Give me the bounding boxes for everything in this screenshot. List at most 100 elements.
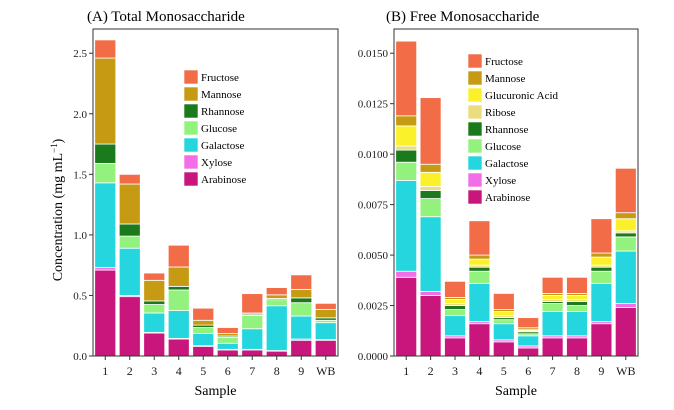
y-tick-label: 0.0025 bbox=[358, 301, 389, 313]
x-tick-label: 9 bbox=[598, 364, 604, 378]
panel-free-monosaccharide: 0.0000 0.0025 0.0050 0.0075 0.0100 0.0125 0.01… bbox=[358, 9, 639, 399]
y-tick-label: 0.0075 bbox=[358, 200, 389, 212]
y-tick-label: 0.0100 bbox=[358, 149, 389, 161]
bar-segment-mannose-2 bbox=[419, 163, 442, 173]
bar-segment-rhannose-9 bbox=[590, 266, 613, 272]
y-tick-label: 0.0050 bbox=[358, 250, 389, 262]
bar-segment-xylose-2 bbox=[419, 291, 442, 296]
bar-segment-glucose-7 bbox=[241, 315, 264, 330]
x-tick-label: 7 bbox=[550, 364, 556, 378]
bar-segment-arabinose-9 bbox=[590, 323, 613, 357]
legend-label-arabinose: Arabinose bbox=[201, 174, 246, 186]
bar-segment-arabinose-8 bbox=[265, 350, 288, 357]
legend-swatch-xylose bbox=[467, 172, 483, 188]
x-tick-label: 5 bbox=[200, 364, 206, 378]
bar-segment-galactose-1 bbox=[94, 182, 117, 268]
bar-segment-rhannose-wb bbox=[614, 232, 637, 238]
bar-segment-galactose-3 bbox=[143, 312, 166, 333]
legend-swatch-galactose bbox=[467, 155, 483, 171]
legend-label-fructose: Fructose bbox=[201, 72, 239, 84]
legend-label-xylose: Xylose bbox=[201, 157, 232, 169]
bar-segment-galactose-7 bbox=[241, 328, 264, 350]
bar-segment-fructose-8 bbox=[265, 287, 288, 296]
bar-segment-glucose-7 bbox=[541, 303, 564, 312]
bar-segment-glucuronic-acid-wb bbox=[614, 218, 637, 232]
bar-segment-rhannose-3 bbox=[143, 300, 166, 305]
bar-segment-rhannose-1 bbox=[395, 149, 418, 163]
bar-segment-mannose-1 bbox=[395, 115, 418, 127]
bar-segment-glucose-5 bbox=[192, 327, 215, 334]
bar-segment-glucuronic-acid-3 bbox=[444, 299, 466, 304]
legend-swatch-arabinose bbox=[183, 171, 199, 187]
panel-title: (A) Total Monosaccharide bbox=[87, 9, 245, 25]
x-tick-label: 3 bbox=[452, 364, 458, 378]
y-tick-label: 0.0 bbox=[73, 351, 87, 363]
bar-segment-fructose-9 bbox=[290, 274, 313, 290]
legend-label-galactose: Galactose bbox=[201, 140, 244, 152]
bar-segment-arabinose-3 bbox=[143, 332, 166, 357]
bar-segment-galactose-5 bbox=[492, 323, 515, 341]
legend-label-galactose: Galactose bbox=[485, 158, 528, 170]
y-tick-label: 0.5 bbox=[73, 290, 87, 302]
bar-segment-fructose-5 bbox=[192, 307, 215, 321]
bar-segment-arabinose-wb bbox=[314, 339, 337, 357]
x-tick-label: 8 bbox=[274, 364, 280, 378]
bar-segment-arabinose-8 bbox=[566, 337, 588, 357]
bar-segment-rhannose-2 bbox=[118, 223, 141, 237]
y-tick-label: 1.0 bbox=[73, 230, 87, 242]
bar-segment-galactose-wb bbox=[614, 250, 637, 304]
legend-label-ribose: Ribose bbox=[485, 107, 516, 119]
x-tick-label: 1 bbox=[102, 364, 108, 378]
legend-swatch-glucose bbox=[467, 138, 483, 154]
bar-segment-rhannose-4 bbox=[468, 266, 491, 272]
legend-label-mannose: Mannose bbox=[201, 89, 241, 101]
bar-segment-fructose-1 bbox=[94, 39, 117, 59]
legend-swatch-rhannose bbox=[183, 103, 199, 119]
bar-segment-glucose-1 bbox=[395, 161, 418, 181]
bar-segment-arabinose-9 bbox=[290, 339, 313, 357]
panel-title: (B) Free Monosaccharide bbox=[386, 9, 540, 25]
bar-segment-fructose-8 bbox=[566, 276, 588, 294]
legend-label-mannose: Mannose bbox=[485, 73, 525, 85]
plot-frame bbox=[393, 28, 639, 357]
legend-label-glucuronic-acid: Glucuronic Acid bbox=[485, 90, 559, 102]
x-tick-label: 4 bbox=[476, 364, 482, 378]
legend-label-rhannose: Rhannose bbox=[485, 124, 529, 136]
bar-segment-rhannose-4 bbox=[167, 285, 190, 291]
panel-total-monosaccharide: 0.0 0.5 1.0 1.5 2.0 2.5 1 2 3 4 5 6 7 8 9 WB (A) Total M… bbox=[73, 9, 339, 399]
x-tick-label: 2 bbox=[428, 364, 434, 378]
x-tick-label: 7 bbox=[249, 364, 255, 378]
bar-segment-glucuronic-acid-5 bbox=[492, 311, 515, 317]
legend-swatch-glucose bbox=[183, 120, 199, 136]
y-tick-label: 2.0 bbox=[73, 109, 87, 121]
bar-segment-arabinose-5 bbox=[492, 341, 515, 357]
bar-segment-glucose-9 bbox=[590, 270, 613, 284]
bar-segment-glucose-wb bbox=[614, 236, 637, 252]
bar-segment-ribose-1 bbox=[395, 145, 418, 151]
legend-swatch-xylose bbox=[183, 154, 199, 170]
bar-segment-galactose-4 bbox=[468, 282, 491, 323]
y-axis-label-text: Concentration (mg mL bbox=[51, 153, 66, 281]
bar-segment-arabinose-7 bbox=[541, 337, 564, 357]
x-tick-label: WB bbox=[316, 364, 335, 378]
bar-segment-glucuronic-acid-1 bbox=[395, 125, 418, 147]
bar-segment-arabinose-6 bbox=[517, 347, 540, 357]
bar-segment-mannose-4 bbox=[468, 254, 491, 260]
bar-segment-glucose-4 bbox=[167, 289, 190, 311]
legend-label-arabinose: Arabinose bbox=[485, 192, 530, 204]
bar-segment-galactose-1 bbox=[395, 179, 418, 272]
x-axis-label: Sample bbox=[195, 384, 237, 399]
bar-segment-glucuronic-acid-8 bbox=[566, 295, 588, 300]
legend-swatch-ribose bbox=[467, 104, 483, 120]
bar-segment-ribose-2 bbox=[419, 186, 442, 191]
bar-segment-arabinose-7 bbox=[241, 349, 264, 357]
bar-segment-xylose-1 bbox=[395, 270, 418, 278]
bar-segment-glucuronic-acid-2 bbox=[419, 171, 442, 187]
bar-segment-arabinose-wb bbox=[614, 307, 637, 357]
bar-segment-rhannose-1 bbox=[94, 143, 117, 164]
bar-segment-galactose-3 bbox=[444, 315, 466, 337]
bar-segment-fructose-7 bbox=[541, 276, 564, 294]
bar-segment-fructose-2 bbox=[118, 173, 141, 185]
bar-segment-fructose-5 bbox=[492, 293, 515, 310]
